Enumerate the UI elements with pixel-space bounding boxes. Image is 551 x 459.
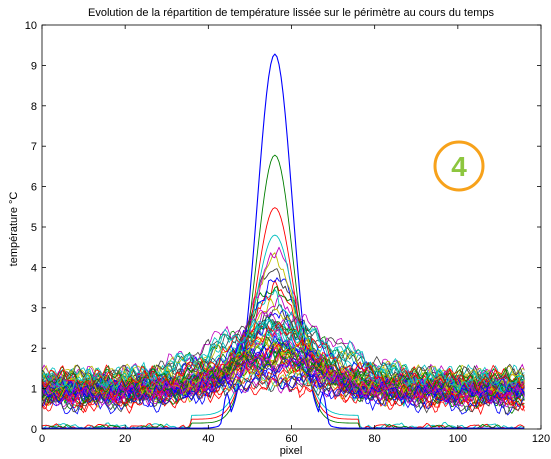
x-tick-label: 100 — [449, 433, 467, 445]
x-tick-label: 60 — [285, 433, 297, 445]
x-tick-label: 80 — [369, 433, 381, 445]
series-line — [41, 348, 525, 387]
y-tick-label: 4 — [31, 262, 37, 274]
y-tick-label: 10 — [25, 20, 37, 32]
y-tick-label: 2 — [31, 343, 37, 355]
series-line — [41, 352, 525, 407]
series-line — [41, 342, 525, 404]
y-tick-label: 3 — [31, 303, 37, 315]
series-line — [42, 53, 525, 429]
y-tick-label: 8 — [31, 101, 37, 113]
x-tick-label: 0 — [39, 433, 45, 445]
series-line — [41, 369, 525, 416]
series-line — [41, 368, 525, 415]
series-line — [41, 329, 525, 402]
chart-title: Evolution de la répartition de températu… — [88, 7, 494, 19]
y-tick-label: 1 — [31, 384, 37, 396]
series-group — [41, 53, 525, 429]
series-line — [41, 350, 525, 392]
y-tick-label: 6 — [31, 182, 37, 194]
series-line — [41, 321, 525, 394]
series-line — [41, 318, 525, 393]
axes-group: 0 20 40 60 80 100 120 0 1 2 3 4 5 6 7 8 9 10 — [25, 20, 550, 445]
x-tick-label: 40 — [202, 433, 214, 445]
x-axis-title: pixel — [280, 445, 303, 457]
annotation-circle — [433, 140, 485, 192]
y-tick-label: 0 — [31, 424, 37, 436]
series-line — [41, 309, 525, 387]
series-line — [42, 234, 525, 429]
x-tick-label: 20 — [119, 433, 131, 445]
y-tick-label: 7 — [31, 141, 37, 153]
y-tick-label: 5 — [31, 222, 37, 234]
x-tick-label: 120 — [532, 433, 550, 445]
y-axis-title: température °C — [8, 192, 20, 267]
annotation-badge: 4 — [433, 140, 485, 192]
annotation-label: 4 — [451, 151, 467, 182]
y-tick-label: 9 — [31, 60, 37, 72]
